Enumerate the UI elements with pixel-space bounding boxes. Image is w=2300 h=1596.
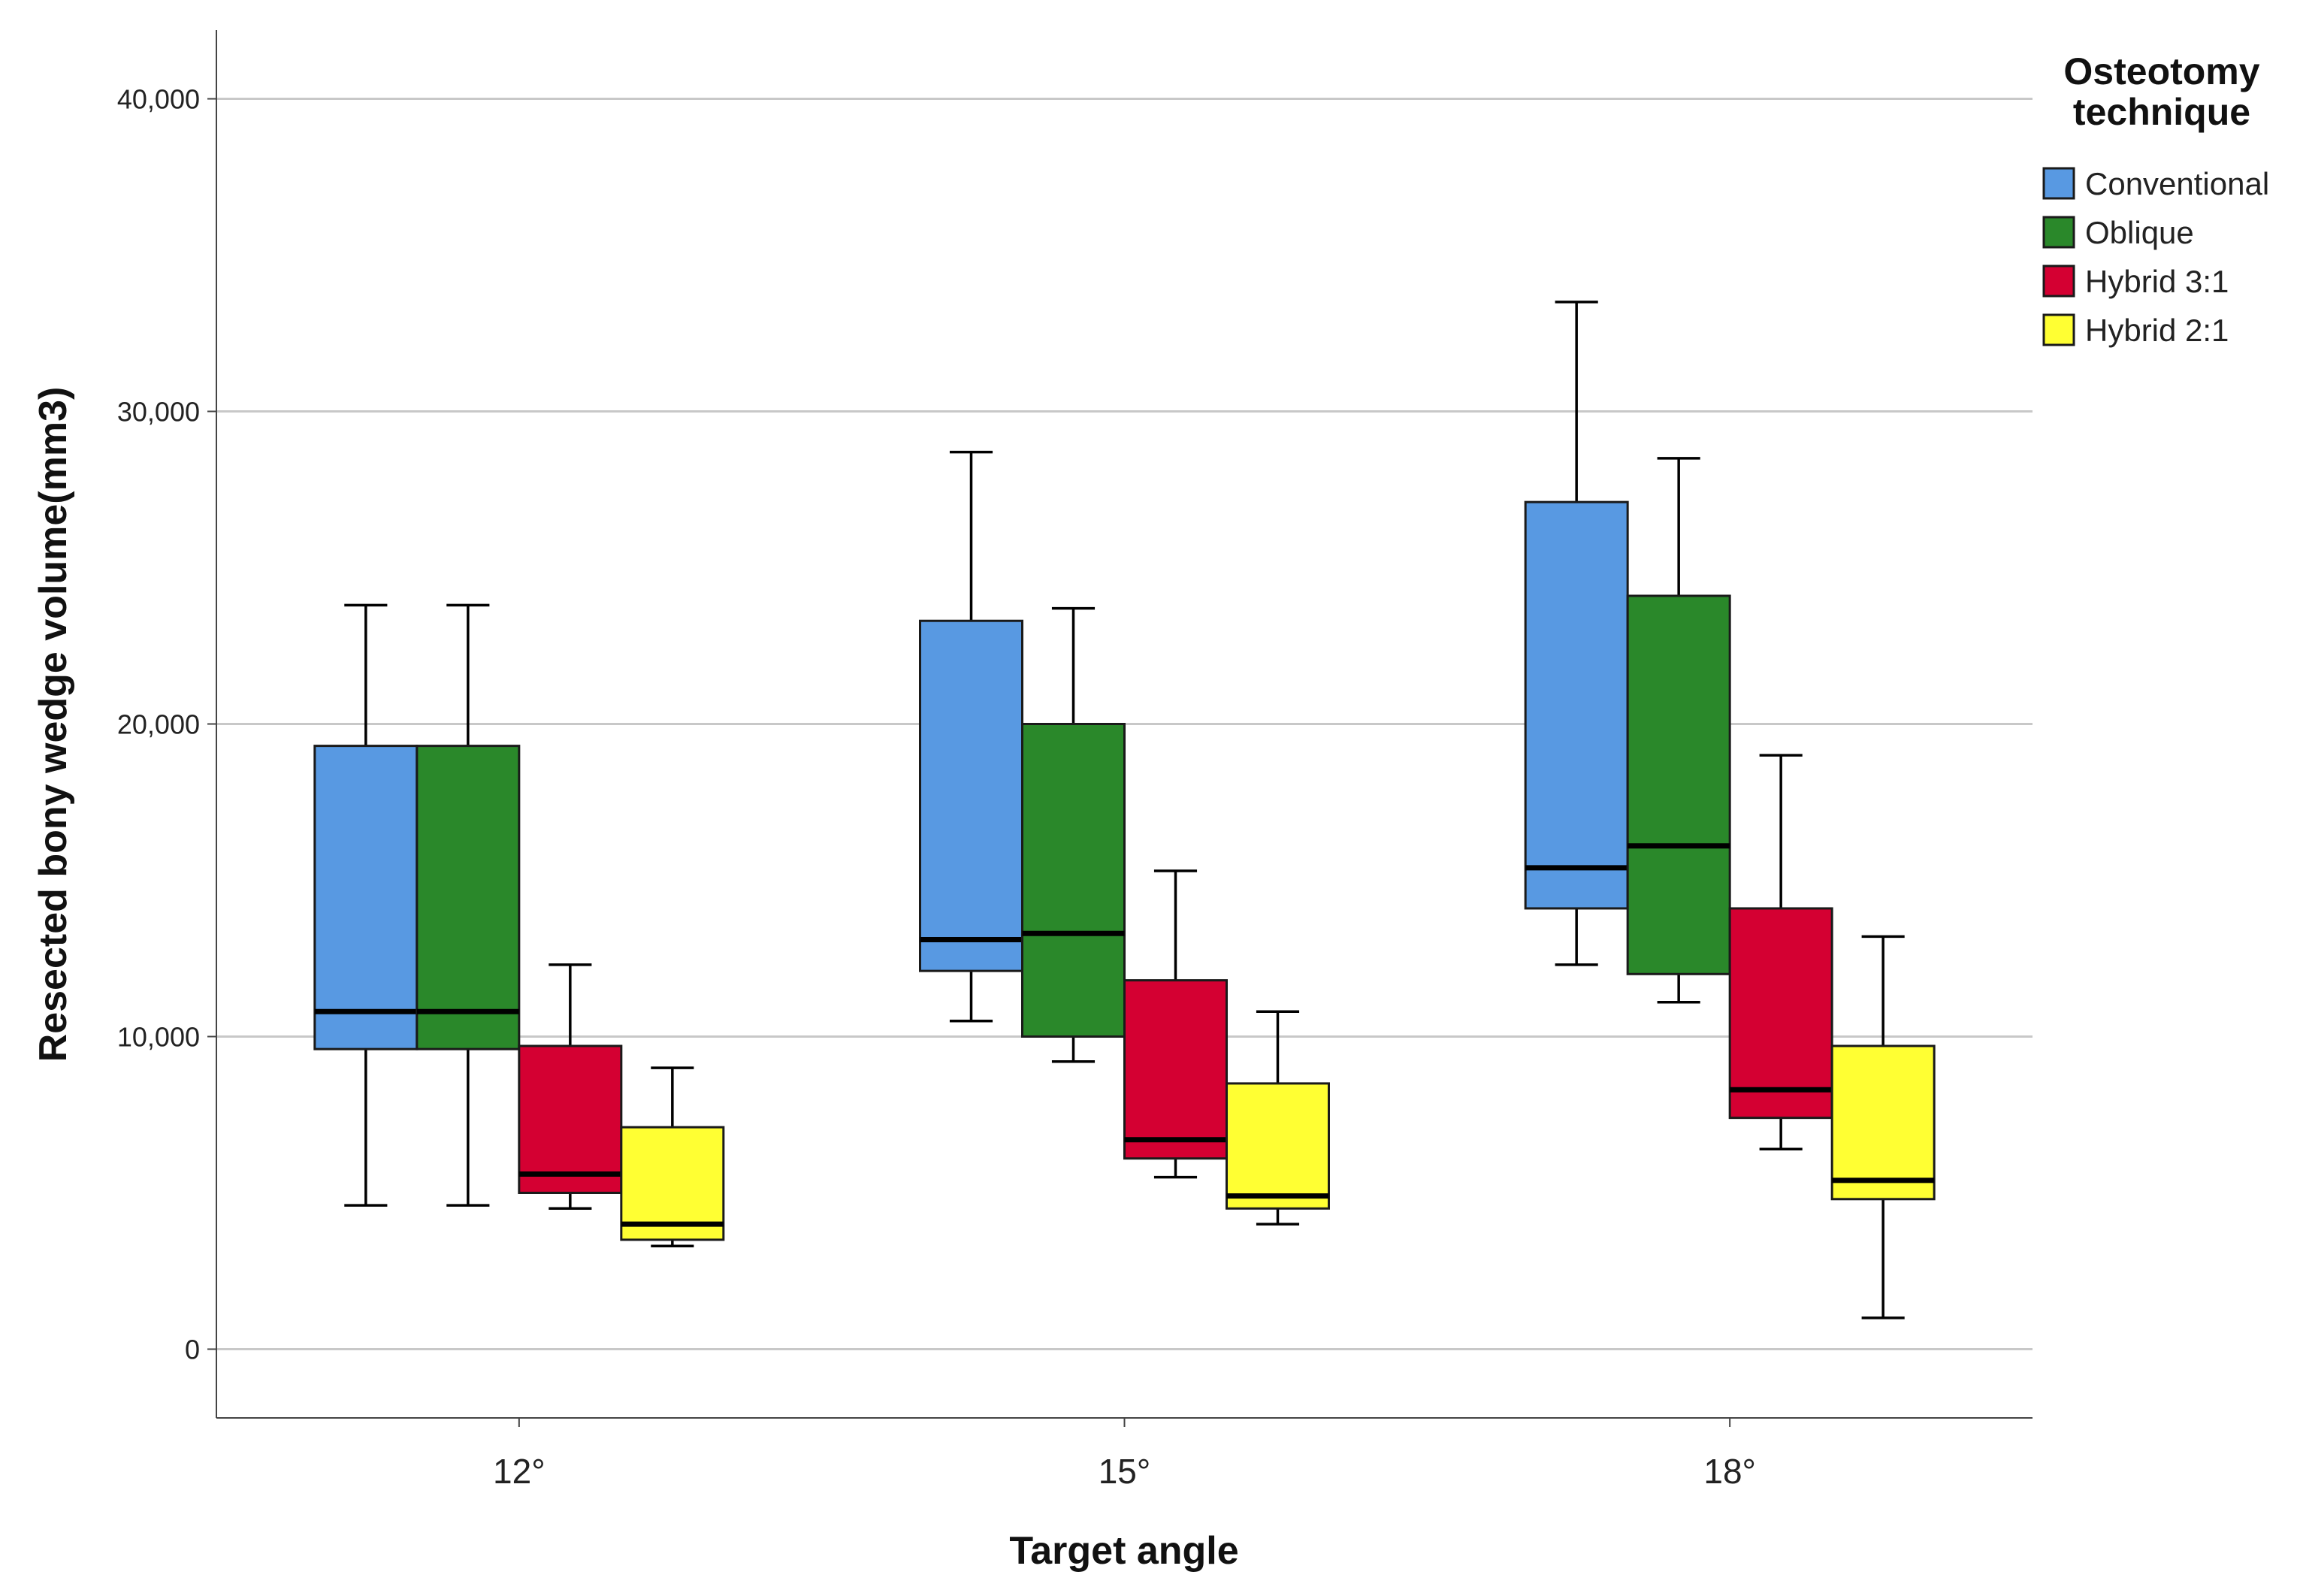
box-hybrid-3-1-2	[1728, 754, 1833, 1150]
legend-label: Oblique	[2085, 215, 2194, 250]
box-hybrid-3-1-1	[1123, 869, 1228, 1179]
legend-title-line-2: technique	[2073, 91, 2250, 133]
legend-swatch	[2042, 167, 2075, 200]
iqr-box	[620, 1126, 725, 1241]
iqr-box	[1123, 979, 1228, 1160]
legend-item-3: Hybrid 2:1	[2042, 313, 2229, 348]
legend-items: Conventional Oblique Hybrid 3:1 Hybrid 2:1	[2042, 166, 2269, 348]
x-tick-label-2: 18°	[1703, 1452, 1756, 1491]
box-conventional-2	[1524, 301, 1629, 966]
box-hybrid-3-1-0	[518, 963, 623, 1211]
legend: Osteotomy technique Conventional Oblique H…	[2042, 50, 2269, 348]
x-tick-label-0: 12°	[493, 1452, 546, 1491]
iqr-box	[1728, 907, 1833, 1120]
iqr-box	[1021, 723, 1126, 1038]
legend-label: Conventional	[2085, 166, 2269, 201]
legend-item-0: Conventional	[2042, 166, 2269, 201]
legend-label: Hybrid 2:1	[2085, 313, 2229, 348]
iqr-box	[1524, 500, 1629, 910]
box-conventional-0	[313, 603, 419, 1207]
y-tick-label-2: 20,000	[117, 709, 200, 740]
y-tick-label-3: 30,000	[117, 397, 200, 428]
box-hybrid-2-1-2	[1830, 935, 1936, 1319]
x-ticks: 12° 15° 18°	[493, 1418, 1756, 1491]
x-axis-title: Target angle	[1009, 1529, 1238, 1573]
legend-item-2: Hybrid 3:1	[2042, 264, 2229, 299]
box-hybrid-2-1-0	[620, 1066, 725, 1247]
legend-title-line-1: Osteotomy	[2063, 50, 2259, 92]
iqr-box	[313, 745, 419, 1050]
box-oblique-2	[1626, 457, 1731, 1004]
legend-label: Hybrid 3:1	[2085, 264, 2229, 299]
iqr-box	[1626, 594, 1731, 975]
iqr-box	[416, 745, 521, 1050]
iqr-box	[1830, 1044, 1936, 1201]
iqr-box	[1226, 1082, 1330, 1210]
box-groups	[313, 301, 1936, 1319]
box-oblique-1	[1021, 606, 1126, 1063]
y-tick-label-0: 0	[185, 1334, 200, 1365]
legend-swatch	[2042, 313, 2075, 346]
legend-swatch	[2042, 216, 2075, 249]
x-tick-label-1: 15°	[1099, 1452, 1151, 1491]
box-hybrid-2-1-1	[1226, 1010, 1330, 1226]
box-conventional-1	[919, 450, 1023, 1023]
y-tick-label-1: 10,000	[117, 1021, 200, 1052]
legend-item-1: Oblique	[2042, 215, 2194, 250]
iqr-box	[919, 619, 1023, 972]
box-oblique-0	[416, 603, 521, 1207]
legend-swatch	[2042, 264, 2075, 298]
y-tick-label-4: 40,000	[117, 84, 200, 115]
y-axis-title: Resected bony wedge volume(mm3)	[32, 387, 75, 1062]
y-ticks: 0 10,000 20,000 30,000 40,000	[117, 84, 216, 1365]
iqr-box	[518, 1044, 623, 1194]
